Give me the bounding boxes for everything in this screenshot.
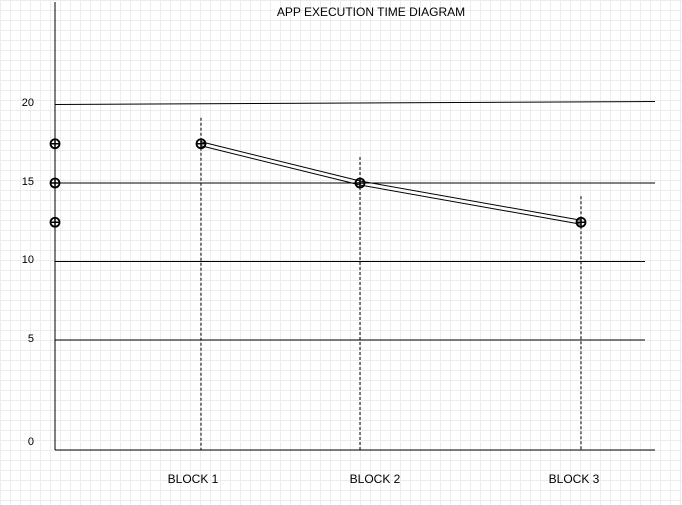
axis-marker-1 — [49, 138, 61, 150]
series-segment-2-a — [359, 180, 582, 221]
data-point-3 — [575, 216, 587, 228]
y-tick-label: 15 — [21, 176, 34, 188]
gridline-20 — [54, 101, 656, 105]
axis-marker-3 — [49, 216, 61, 228]
data-point-1 — [195, 138, 207, 150]
y-tick-label: 0 — [27, 436, 34, 448]
series-segment-2-b — [359, 184, 582, 225]
data-point-2 — [354, 177, 366, 189]
x-category-label: BLOCK 1 — [167, 472, 219, 486]
series-segment-1-a — [200, 141, 361, 182]
y-tick-label: 5 — [27, 333, 34, 345]
axis-marker-2 — [49, 177, 61, 189]
x-category-label: BLOCK 3 — [548, 472, 600, 486]
y-tick-label: 10 — [21, 254, 34, 266]
series-segment-1-b — [200, 145, 361, 186]
x-category-label: BLOCK 2 — [349, 472, 401, 486]
chart-title: APP EXECUTION TIME DIAGRAM — [276, 5, 466, 19]
y-tick-label: 20 — [21, 97, 34, 109]
